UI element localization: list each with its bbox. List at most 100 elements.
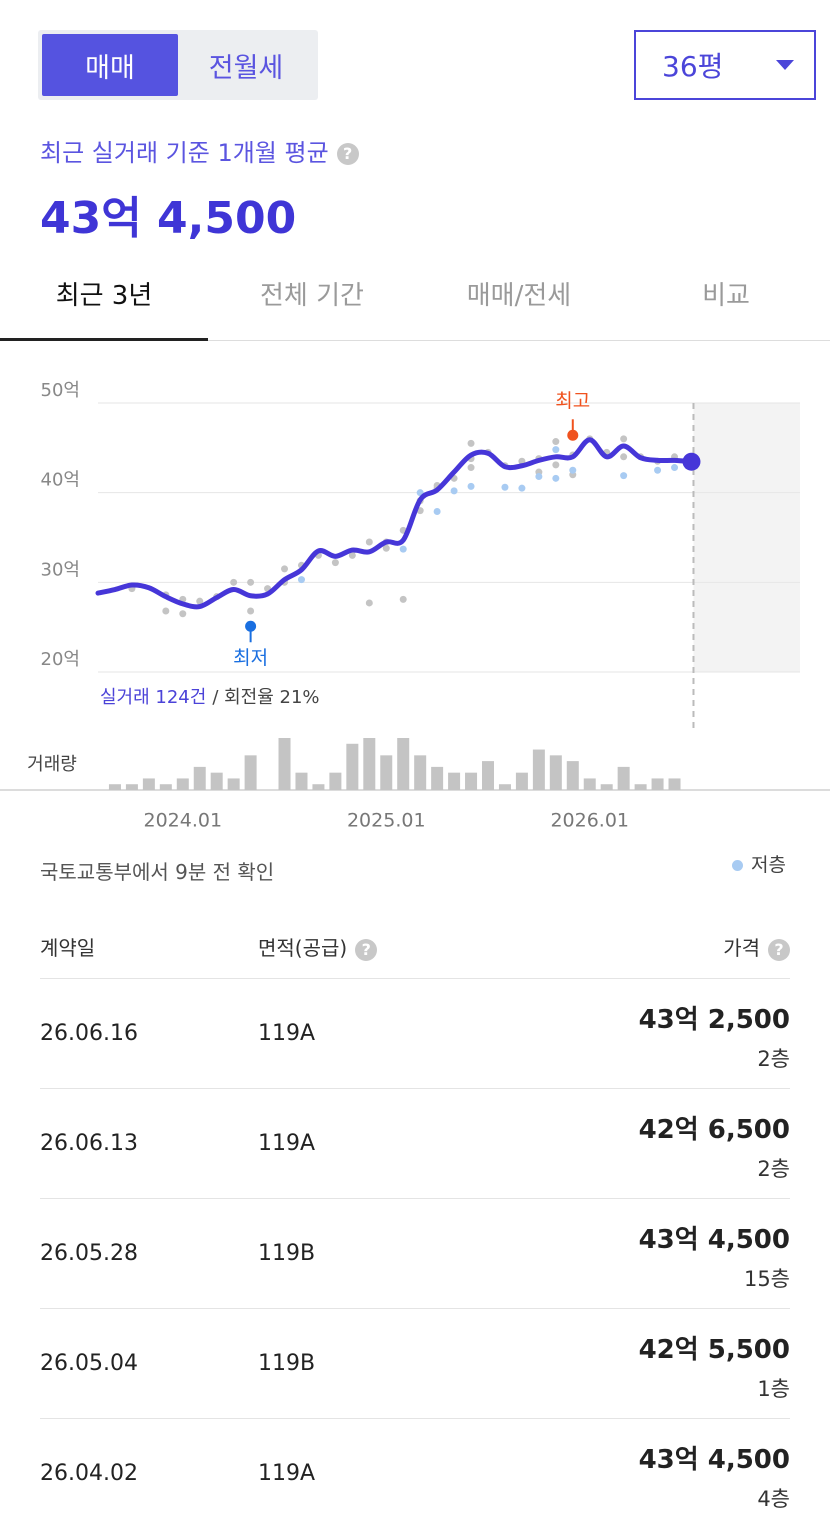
tab[interactable]: 전체 기간: [260, 281, 364, 311]
trade-point: [518, 484, 526, 492]
annotation-label: 최저: [233, 647, 268, 669]
trade-point: [382, 544, 390, 552]
trade-point: [399, 545, 407, 553]
volume-bar: [465, 772, 478, 790]
cell-date: 26.06.16: [40, 1021, 138, 1046]
volume-bar: [380, 755, 393, 790]
help-icon[interactable]: ?: [355, 938, 378, 961]
trade-point: [433, 507, 441, 515]
volume-bar: [227, 778, 240, 790]
volume-label: 거래량: [27, 754, 77, 775]
trade-point: [552, 438, 560, 446]
volume-bar: [583, 778, 596, 790]
x-tick-label: 2026.01: [550, 810, 629, 832]
summary-price: 43억 4,500: [40, 193, 297, 244]
cell-price: 42억 6,500: [638, 1115, 790, 1145]
tab[interactable]: 매매/전세: [466, 281, 572, 311]
table-header: 계약일: [40, 936, 96, 960]
volume-bar: [668, 778, 681, 790]
volume-bar: [363, 738, 376, 790]
trade-point: [552, 446, 560, 454]
trade-point: [196, 597, 204, 605]
cell-floor: 1층: [757, 1377, 790, 1401]
table-header-text: 면적(공급): [258, 936, 348, 960]
x-tick-label: 2025.01: [347, 810, 426, 832]
trade-stats: 실거래 124건 / 회전율 21%: [100, 687, 320, 708]
legend-swatch: [732, 860, 743, 871]
cell-floor: 2층: [757, 1047, 790, 1071]
cell-date: 26.05.28: [40, 1241, 138, 1266]
table-row[interactable]: 26.06.16 119A 43억 2,500 2층: [40, 978, 790, 1089]
volume-bar: [532, 749, 545, 790]
volume-bar: [210, 772, 223, 790]
trade-point: [162, 607, 170, 615]
volume-bar: [295, 772, 308, 790]
trade-count: 실거래 124건: [100, 687, 206, 708]
volume-bar: [498, 784, 511, 790]
cell-area: 119A: [258, 1461, 316, 1486]
deal-type-toggle: 매매 전월세: [38, 30, 318, 100]
current-point: [682, 452, 701, 471]
volume-bar: [108, 784, 121, 790]
volume-bar: [600, 784, 613, 790]
volume-bar: [431, 766, 444, 790]
cell-area: 119A: [258, 1131, 316, 1156]
legend: 저층: [732, 850, 786, 877]
cell-price: 43억 4,500: [638, 1225, 790, 1255]
area-select[interactable]: 36평: [634, 30, 816, 100]
trade-point: [654, 466, 662, 474]
volume-bar: [159, 784, 172, 790]
trade-point: [297, 576, 305, 584]
trade-point: [247, 607, 255, 615]
cell-floor: 2층: [757, 1157, 790, 1181]
help-icon[interactable]: ?: [336, 143, 359, 165]
volume-bar: [244, 755, 257, 790]
cell-price: 42억 5,500: [638, 1335, 790, 1365]
tab[interactable]: 비교: [702, 281, 750, 311]
tab[interactable]: 최근 3년: [55, 281, 153, 311]
legend-label: 저층: [751, 854, 786, 876]
volume-bar: [651, 778, 664, 790]
trade-point: [467, 439, 475, 447]
tab-indicator: [0, 338, 208, 341]
volume-bar: [414, 755, 427, 790]
trade-point: [365, 599, 373, 607]
table-header: 가격?: [723, 932, 790, 961]
source-note: 국토교통부에서 9분 전 확인: [40, 860, 275, 884]
trade-point: [450, 487, 458, 495]
cell-price: 43억 4,500: [638, 1445, 790, 1475]
table-row[interactable]: 26.06.13 119A 42억 6,500 2층: [40, 1088, 790, 1199]
summary-label: 최근 실거래 기준 1개월 평균?: [40, 133, 359, 168]
table-header: 면적(공급)?: [258, 932, 378, 961]
annotation-label: 최고: [555, 390, 590, 412]
deal-type-button[interactable]: 전월세: [208, 52, 284, 84]
turnover-rate: / 회전율 21%: [212, 687, 319, 708]
table-row[interactable]: 26.05.28 119B 43억 4,500 15층: [40, 1198, 790, 1309]
cell-date: 26.05.04: [40, 1351, 138, 1376]
volume-bar: [634, 784, 647, 790]
trade-point: [569, 466, 577, 474]
trade-point: [620, 453, 628, 461]
volume-bar: [566, 761, 579, 790]
help-icon[interactable]: ?: [768, 938, 790, 961]
annotation-dot: [245, 620, 257, 632]
volume-bar: [515, 772, 528, 790]
trade-point: [552, 474, 560, 482]
cell-floor: 4층: [757, 1487, 790, 1511]
future-shade: [693, 403, 800, 672]
trade-point: [247, 578, 255, 586]
table-row[interactable]: 26.04.02 119A 43억 4,500 4층: [40, 1418, 790, 1529]
trade-point: [230, 578, 238, 586]
table-row[interactable]: 26.05.04 119B 42억 5,500 1층: [40, 1308, 790, 1419]
volume-bar: [125, 784, 138, 790]
cell-date: 26.06.13: [40, 1131, 138, 1156]
y-tick-label: 20억: [41, 649, 80, 670]
dropdown-arrow: [776, 60, 794, 70]
volume-bar: [193, 766, 206, 790]
trade-point: [620, 435, 628, 443]
trade-point: [365, 538, 373, 546]
volume-bar: [278, 738, 291, 790]
trade-point: [348, 551, 356, 559]
deal-type-button[interactable]: 매매: [42, 34, 178, 96]
